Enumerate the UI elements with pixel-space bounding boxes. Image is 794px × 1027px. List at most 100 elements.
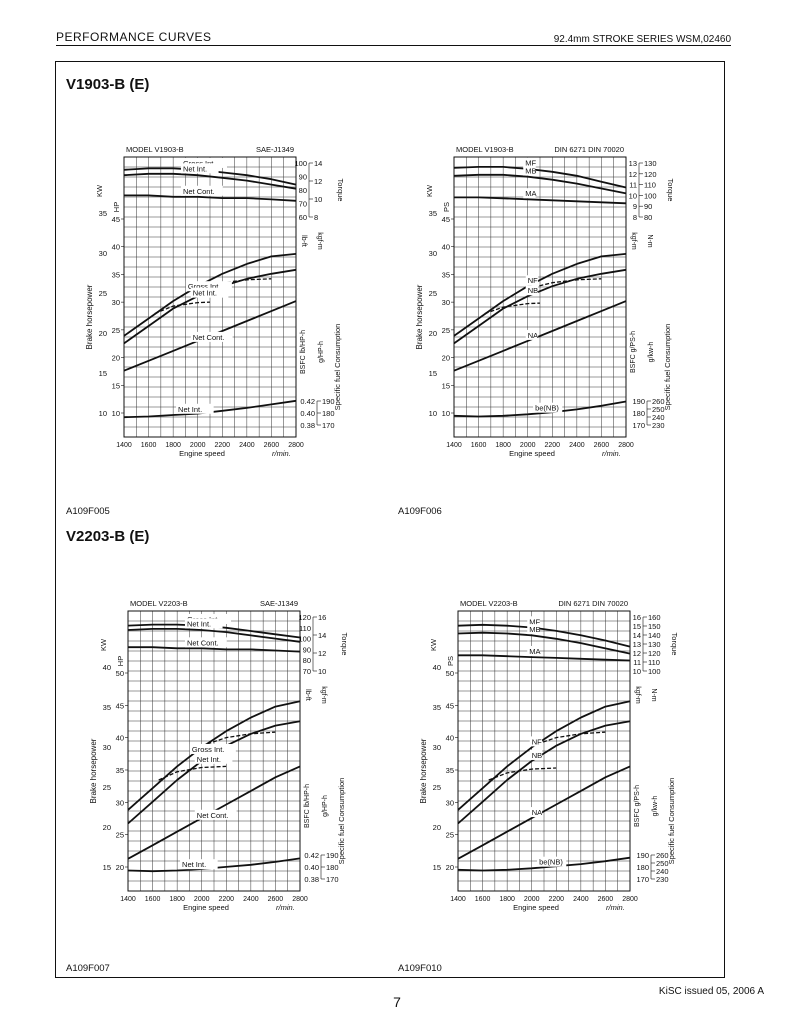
torque-tick-label: 11 [633, 658, 641, 667]
x-tick-label: 2000 [520, 442, 536, 449]
torque-tick-label: 14 [314, 159, 322, 168]
kw-tick-label: 15 [433, 863, 441, 872]
curve-label-bg [180, 157, 227, 168]
torque-unit-label: lb-ft [304, 689, 311, 701]
curve-label: be(NB) [539, 858, 563, 867]
torque-tick-label: 12 [314, 177, 322, 186]
bsfc-unit-label: g/HP-h [318, 341, 325, 363]
hp-tick-label: 50 [116, 669, 124, 678]
curve-label: NA [532, 808, 542, 817]
curve-label: NB [532, 751, 542, 760]
page-number: 7 [393, 994, 401, 1010]
curve-label: Net Int. [183, 164, 207, 173]
torque-tick-label: 120 [298, 613, 311, 622]
torque-tick-label: 150 [648, 622, 661, 631]
torque-unit-label: lb-ft [300, 235, 307, 247]
curve-label-bg [525, 285, 539, 296]
hp-tick-label: 20 [112, 354, 120, 363]
series-line [453, 165, 627, 189]
kw-tick-label: 20 [103, 823, 111, 832]
chart-model: MODEL V2203-B [460, 599, 518, 608]
series-line [158, 765, 227, 781]
torque-tick-label: 110 [299, 624, 311, 633]
curve-label-bg [180, 185, 223, 196]
hp-tick-label: 15 [112, 381, 120, 390]
curve-label-bg [189, 743, 236, 754]
x-tick-label: 1600 [145, 896, 161, 903]
x-axis-label: Engine speed [179, 449, 225, 458]
x-tick-label: 2400 [569, 442, 585, 449]
torque-tick-label: 14 [633, 631, 641, 640]
hp-tick-label: 40 [446, 734, 454, 743]
header-rule [56, 45, 731, 46]
x-unit-label: r/min. [602, 449, 621, 458]
kw-tick-label: 35 [429, 209, 437, 218]
curve-label: NF [532, 737, 542, 746]
torque-tick-label: 90 [299, 173, 307, 182]
x-tick-label: 1400 [446, 442, 462, 449]
x-tick-label: 2000 [524, 896, 540, 903]
series-line [127, 700, 301, 811]
kw-tick-label: 25 [429, 289, 437, 298]
hp-tick-label: 20 [116, 863, 124, 872]
bsfc-tick-label: 190 [326, 851, 339, 860]
torque-tick-label: 12 [318, 649, 326, 658]
kw-tick-label: 15 [103, 863, 111, 872]
curve-label: NB [528, 286, 538, 295]
bsfc-tick-label: 0.42 [300, 397, 315, 406]
hp-tick-label: 35 [442, 270, 450, 279]
torque-tick-label: 14 [318, 631, 326, 640]
curve-label: MF [525, 159, 536, 168]
bsfc-tick-label: 230 [656, 875, 669, 884]
torque-tick-label: 8 [314, 213, 318, 222]
torque-tick-label: 13 [633, 640, 641, 649]
torque-tick-label: 80 [299, 186, 307, 195]
torque-tick-label: 90 [644, 202, 652, 211]
torque-axis-title: Torque [666, 179, 675, 202]
x-tick-label: 1600 [475, 896, 491, 903]
torque-unit-label: kgf-m [316, 232, 323, 250]
bsfc-unit-label: BSFC g/PS-h [630, 331, 637, 373]
x-tick-label: 1800 [169, 896, 185, 903]
kw-tick-label: 35 [99, 209, 107, 218]
curve-label: MF [529, 617, 540, 626]
curve-label-bg [523, 188, 536, 199]
bsfc-axis-title: Specific fuel Consumption [333, 324, 342, 411]
hp-tick-label: 50 [446, 669, 454, 678]
torque-tick-label: 120 [644, 170, 657, 179]
torque-tick-label: 60 [299, 213, 307, 222]
x-unit-label: r/min. [606, 903, 625, 912]
torque-axis-title: Torque [336, 179, 345, 202]
curve-label: Net Cont. [183, 187, 215, 196]
kw-unit-label: KW [425, 184, 434, 197]
torque-tick-label: 110 [644, 181, 656, 190]
bsfc-tick-label: 170 [632, 421, 645, 430]
curve-label-bg [194, 809, 237, 820]
bsfc-unit-label: BSFC lb/HP-h [304, 784, 311, 828]
series-line [201, 731, 276, 747]
content-frame [55, 61, 725, 978]
kw-tick-label: 30 [99, 249, 107, 258]
curve-label-bg [527, 616, 540, 627]
curve-label: be(NB) [535, 404, 559, 413]
chart-model: MODEL V1903-B [456, 145, 514, 154]
x-axis-label: Engine speed [183, 903, 229, 912]
kw-tick-label: 20 [99, 329, 107, 338]
figure-code: A109F010 [398, 963, 442, 974]
bsfc-tick-label: 0.40 [300, 409, 315, 418]
hp-tick-label: 35 [116, 766, 124, 775]
bsfc-tick-label: 0.42 [304, 851, 319, 860]
bsfc-axis-title: Specific fuel Consumption [663, 324, 672, 411]
curve-label: Gross Int. [192, 745, 225, 754]
kw-tick-label: 15 [429, 369, 437, 378]
plot-border [123, 156, 297, 438]
torque-tick-label: 130 [644, 159, 657, 168]
kw-unit-label: KW [429, 638, 438, 651]
torque-unit-label: kgf-m [630, 232, 637, 250]
bsfc-tick-label: 170 [636, 875, 649, 884]
hp-tick-label: 25 [116, 831, 124, 840]
bsfc-tick-label: 0.38 [300, 421, 315, 430]
series-line [123, 253, 297, 337]
x-axis-label: Engine speed [509, 449, 555, 458]
hp-tick-label: 30 [442, 298, 450, 307]
